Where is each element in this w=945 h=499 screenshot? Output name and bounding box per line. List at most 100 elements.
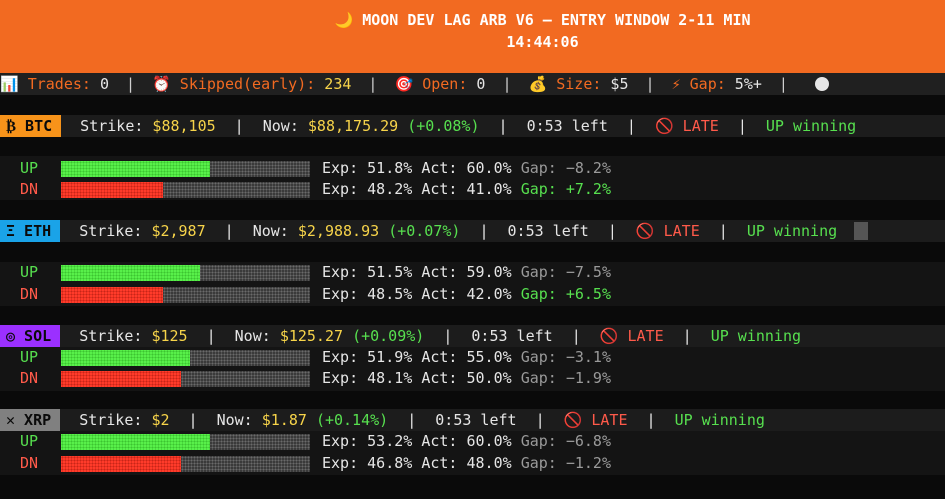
time-left: 0:53 left [435,411,517,429]
winning-side: UP winning [746,222,838,240]
act-value: Act: 41.0% [421,180,512,198]
status-late: 🚫 LATE [654,117,719,135]
divider: | [224,222,234,240]
strike-label: Strike: [80,117,144,135]
side-label: UP [20,159,39,177]
time-left: 0:53 left [471,327,553,345]
gap-value: Gap: +7.2% [520,180,611,198]
trades-value: 0 [99,75,109,93]
divider: | [645,75,655,93]
coin-bars-btc: UP Exp: 51.8% Act: 60.0% Gap: −8.2% DN E… [0,156,945,200]
exp-value: Exp: 53.2% [322,432,413,450]
side-stats: Exp: 48.5% Act: 42.0% Gap: +6.5% [322,284,611,305]
divider: | [498,117,508,135]
divider: | [535,411,545,429]
coin-row-sol: ◎ SOL Strike: $125 | Now: $125.27 (+0.09… [0,325,945,347]
exp-value: Exp: 46.8% [322,454,413,472]
now-value: $125.27 [279,327,344,345]
strike-label: Strike: [79,327,143,345]
exp-value: Exp: 51.5% [322,263,413,281]
winning-side: UP winning [765,117,857,135]
strike-value: $88,105 [152,117,216,135]
change-value: (+0.08%) [407,117,480,135]
change-value: (+0.09%) [352,327,425,345]
coin-bars-xrp: UP Exp: 53.2% Act: 60.0% Gap: −6.8% DN E… [0,431,945,475]
coin-bars-sol: UP Exp: 51.9% Act: 55.0% Gap: −3.1% DN E… [0,347,945,391]
probability-bar [61,182,310,198]
divider: | [571,327,581,345]
now-label: Now: [216,411,253,429]
side-label: DN [20,454,39,472]
divider: | [502,75,512,93]
strike-value: $2 [151,411,170,429]
divider: | [682,327,692,345]
gap-value: Gap: +6.5% [520,285,611,303]
change-value: (+0.14%) [315,411,389,429]
status-late: 🚫 LATE [599,327,664,345]
size-value: $5 [610,75,629,93]
probability-bar [61,371,310,387]
probability-bar [61,434,310,450]
winning-side: UP winning [710,327,802,345]
bar-fill [61,456,181,472]
divider: | [407,411,417,429]
bar-fill [61,371,181,387]
probability-bar [61,456,310,472]
strike-label: Strike: [79,222,143,240]
side-stats: Exp: 51.9% Act: 55.0% Gap: −3.1% [322,347,611,368]
side-label: UP [20,432,39,450]
probability-bar [61,161,310,177]
side-label: UP [20,263,39,281]
act-value: Act: 48.0% [421,454,512,472]
gap-value: Gap: −6.8% [520,432,611,450]
change-value: (+0.07%) [388,222,461,240]
divider: | [126,75,136,93]
stats-bar: 📊 Trades: 0 | ⏰ Skipped(early): 234 | 🎯 … [0,73,945,95]
side-stats: Exp: 51.5% Act: 59.0% Gap: −7.5% [322,262,611,283]
divider: | [188,411,198,429]
status-late: 🚫 LATE [563,411,628,429]
app-header: 🌙 MOON DEV LAG ARB V6 – ENTRY WINDOW 2-1… [0,0,945,73]
divider: | [607,222,617,240]
strike-label: Strike: [79,411,143,429]
divider: | [234,117,244,135]
act-value: Act: 42.0% [421,285,512,303]
act-value: Act: 50.0% [421,369,512,387]
coin-row-xrp: ✕ XRP Strike: $2 | Now: $1.87 (+0.14%) |… [0,409,945,431]
side-stats: Exp: 46.8% Act: 48.0% Gap: −1.2% [322,453,611,474]
skipped-label: ⏰ Skipped(early): [152,75,316,93]
now-label: Now: [262,117,299,135]
exp-value: Exp: 48.5% [322,285,413,303]
divider: | [206,327,216,345]
act-value: Act: 55.0% [421,348,512,366]
strike-value: $125 [151,327,188,345]
bar-fill [61,265,201,281]
probability-bar [61,287,310,303]
app-title: 🌙 MOON DEV LAG ARB V6 – ENTRY WINDOW 2-1… [334,11,751,29]
divider: | [368,75,378,93]
now-value: $88,175.29 [307,117,399,135]
gap-value: 5%+ [734,75,762,93]
coin-badge-xrp: ✕ XRP [0,409,61,431]
side-stats: Exp: 48.2% Act: 41.0% Gap: +7.2% [322,179,611,200]
status-late: 🚫 LATE [635,222,700,240]
divider: | [626,117,636,135]
side-label: DN [20,369,39,387]
bar-fill [61,182,164,198]
divider: | [718,222,728,240]
size-label: 💰 Size: [528,75,602,93]
bar-fill [61,434,211,450]
time-left: 0:53 left [526,117,608,135]
divider: | [778,75,788,93]
exp-value: Exp: 51.9% [322,348,413,366]
bar-fill [61,161,211,177]
coin-bars-eth: UP Exp: 51.5% Act: 59.0% Gap: −7.5% DN E… [0,262,945,306]
gap-label: ⚡ Gap: [671,75,726,93]
exp-value: Exp: 51.8% [322,159,413,177]
time-left: 0:53 left [507,222,589,240]
clock-icon [814,77,829,91]
act-value: Act: 60.0% [421,432,512,450]
coin-row-eth: Ξ ETH Strike: $2,987 | Now: $2,988.93 (+… [0,220,945,242]
now-value: $2,988.93 [297,222,380,240]
side-label: UP [20,348,39,366]
